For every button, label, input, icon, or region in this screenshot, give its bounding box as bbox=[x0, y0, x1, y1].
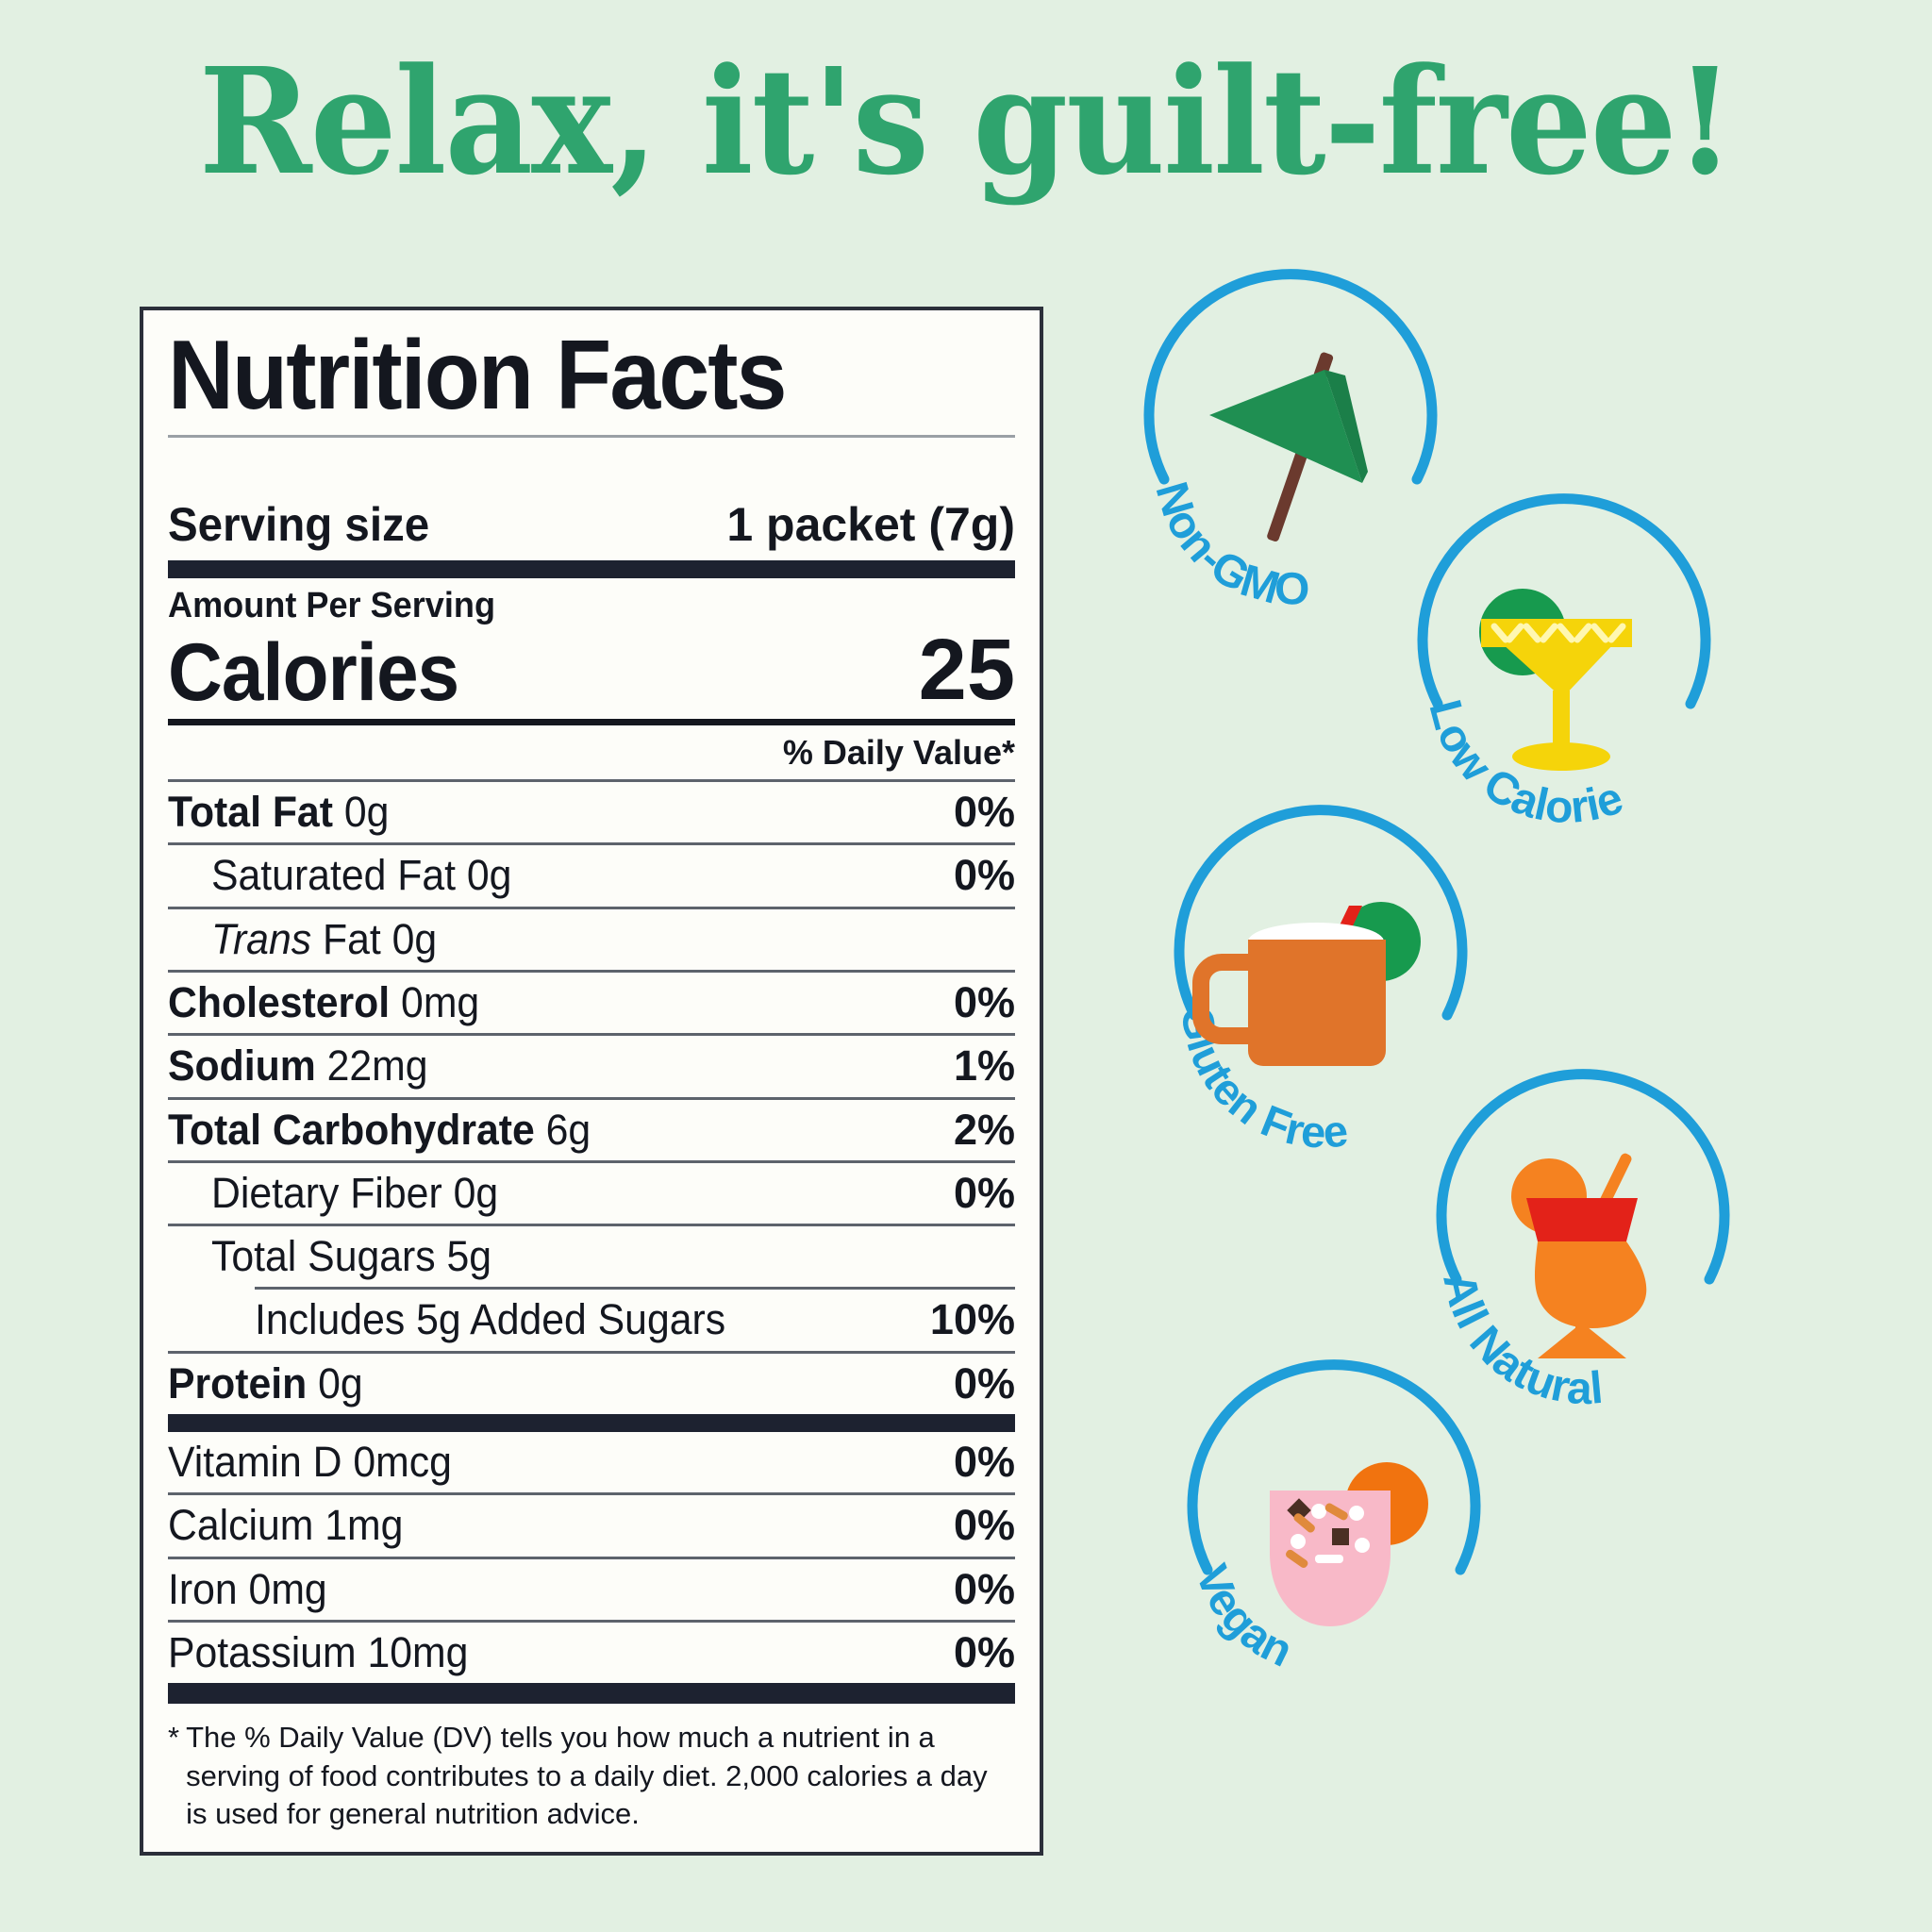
nutrient-label: Total Fat 0g bbox=[168, 788, 390, 837]
divider-row bbox=[168, 969, 1015, 973]
divider-thick-serving bbox=[168, 560, 1015, 579]
nutrient-row: Protein 0g 0% bbox=[168, 1354, 1015, 1414]
micronutrient-row: Calcium 1mg 0% bbox=[168, 1495, 1015, 1556]
nutrient-label: Total Carbohydrate 6g bbox=[168, 1105, 591, 1154]
nutrient-label: Dietary Fiber 0g bbox=[211, 1168, 499, 1217]
divider-row bbox=[168, 1350, 1015, 1354]
divider-med-calories bbox=[168, 719, 1015, 726]
divider-thin-dv bbox=[168, 779, 1015, 783]
divider-row bbox=[255, 1287, 1015, 1291]
nutrient-label: Protein 0g bbox=[168, 1358, 363, 1407]
micronutrient-row-list: Vitamin D 0mcg 0% Calcium 1mg 0% Iron 0mg 0% P… bbox=[168, 1432, 1015, 1683]
micronutrient-row: Potassium 10mg 0% bbox=[168, 1623, 1015, 1683]
micronutrient-row: Iron 0mg 0% bbox=[168, 1559, 1015, 1620]
divider-row bbox=[168, 1159, 1015, 1163]
nutrient-label: Sodium 22mg bbox=[168, 1041, 428, 1091]
amount-per-serving-label: Amount Per Serving bbox=[168, 586, 496, 626]
badge-vegan: Vegan bbox=[1174, 1359, 1494, 1706]
badge-arc bbox=[1187, 1359, 1481, 1575]
badge-arc bbox=[1417, 493, 1711, 709]
nutrient-row: Total Sugars 5g bbox=[168, 1226, 1015, 1287]
hurricane-glass-icon bbox=[1511, 1153, 1647, 1358]
serving-size-label: Serving size bbox=[168, 498, 430, 552]
nutrient-row: Cholesterol 0mg 0% bbox=[168, 973, 1015, 1033]
divider-row bbox=[168, 1556, 1015, 1559]
nutrient-daily-value: 10% bbox=[929, 1295, 1015, 1344]
divider-row bbox=[168, 842, 1015, 846]
nutrient-label: Saturated Fat 0g bbox=[211, 851, 512, 900]
cocktail-umbrella-icon bbox=[1209, 352, 1368, 541]
nutrient-row-list: Total Fat 0g 0% Saturated Fat 0g 0% Trans Fa… bbox=[168, 782, 1015, 1414]
badge-arc bbox=[1174, 805, 1468, 1021]
nutrient-row: Saturated Fat 0g 0% bbox=[168, 845, 1015, 906]
micronutrient-daily-value: 0% bbox=[953, 1501, 1015, 1550]
badge-non-gmo: Non-GMO bbox=[1130, 269, 1451, 615]
footnote: * The % Daily Value (DV) tells you how m… bbox=[168, 1704, 1015, 1833]
nutrient-row: Total Carbohydrate 6g 2% bbox=[168, 1100, 1015, 1160]
micronutrient-row: Vitamin D 0mcg 0% bbox=[168, 1432, 1015, 1492]
divider-row bbox=[168, 1492, 1015, 1496]
divider-hairline bbox=[168, 435, 1015, 439]
micronutrient-daily-value: 0% bbox=[953, 1438, 1015, 1487]
calories-row: Calories 25 bbox=[168, 626, 1015, 719]
badge-arc bbox=[1436, 1069, 1730, 1285]
footnote-star: * bbox=[168, 1721, 180, 1755]
margarita-glass-icon bbox=[1479, 589, 1632, 771]
divider-row bbox=[168, 1619, 1015, 1623]
nutrient-label: Cholesterol 0mg bbox=[168, 977, 480, 1026]
divider-thick-protein bbox=[168, 1414, 1015, 1433]
nutrient-daily-value: 0% bbox=[953, 851, 1015, 900]
nutrient-daily-value: 0% bbox=[953, 1358, 1015, 1407]
serving-size-value: 1 packet (7g) bbox=[726, 498, 1015, 552]
nutrient-daily-value: 0% bbox=[953, 788, 1015, 837]
divider-thick-footnote bbox=[168, 1683, 1015, 1705]
micronutrient-label: Calcium 1mg bbox=[168, 1501, 404, 1550]
footnote-text: The % Daily Value (DV) tells you how muc… bbox=[186, 1721, 988, 1830]
micronutrient-label: Iron 0mg bbox=[168, 1564, 327, 1613]
nutrient-daily-value: 0% bbox=[953, 977, 1015, 1026]
nutrient-row: Includes 5g Added Sugars 10% bbox=[168, 1290, 1015, 1350]
micronutrient-label: Vitamin D 0mcg bbox=[168, 1438, 452, 1487]
daily-value-header: % Daily Value* bbox=[782, 733, 1015, 773]
moscow-mule-mug-icon bbox=[1192, 902, 1421, 1066]
nutrient-row: Dietary Fiber 0g 0% bbox=[168, 1163, 1015, 1224]
divider-row bbox=[168, 1033, 1015, 1037]
micronutrient-daily-value: 0% bbox=[953, 1564, 1015, 1613]
smoothie-glass-icon bbox=[1270, 1462, 1428, 1626]
divider-row bbox=[168, 906, 1015, 909]
nutrient-row: Trans Fat 0g bbox=[168, 909, 1015, 970]
badge-cluster: Non-GMO Low Calorie bbox=[1075, 269, 1906, 1830]
serving-size-row: Serving size 1 packet (7g) bbox=[168, 492, 1015, 560]
nutrient-daily-value: 0% bbox=[953, 1168, 1015, 1217]
micronutrient-daily-value: 0% bbox=[953, 1627, 1015, 1676]
nutrition-facts-panel: Nutrition Facts Serving size 1 packet (7… bbox=[140, 307, 1043, 1857]
divider-row bbox=[168, 1096, 1015, 1100]
nutrition-facts-title: Nutrition Facts bbox=[168, 321, 787, 430]
badge-arc bbox=[1143, 269, 1438, 485]
nutrient-row: Total Fat 0g 0% bbox=[168, 782, 1015, 842]
nutrient-daily-value: 1% bbox=[953, 1041, 1015, 1091]
micronutrient-label: Potassium 10mg bbox=[168, 1627, 469, 1676]
nutrient-label: Includes 5g Added Sugars bbox=[255, 1295, 726, 1344]
badge-all-natural: All Natural bbox=[1423, 1069, 1743, 1415]
spacer bbox=[168, 438, 1015, 492]
nutrient-daily-value: 2% bbox=[953, 1105, 1015, 1154]
nutrient-label: Total Sugars 5g bbox=[211, 1232, 492, 1281]
calories-value: 25 bbox=[918, 622, 1015, 719]
nutrient-row: Sodium 22mg 1% bbox=[168, 1036, 1015, 1096]
nutrient-label: Trans Fat 0g bbox=[211, 914, 438, 963]
divider-row bbox=[168, 1224, 1015, 1227]
page-title: Relax, it's guilt-free! bbox=[198, 35, 1735, 208]
badge-low-calorie: Low Calorie bbox=[1404, 493, 1724, 840]
badge-gluten-free: Gluten Free bbox=[1160, 805, 1481, 1158]
calories-label: Calories bbox=[168, 627, 459, 719]
